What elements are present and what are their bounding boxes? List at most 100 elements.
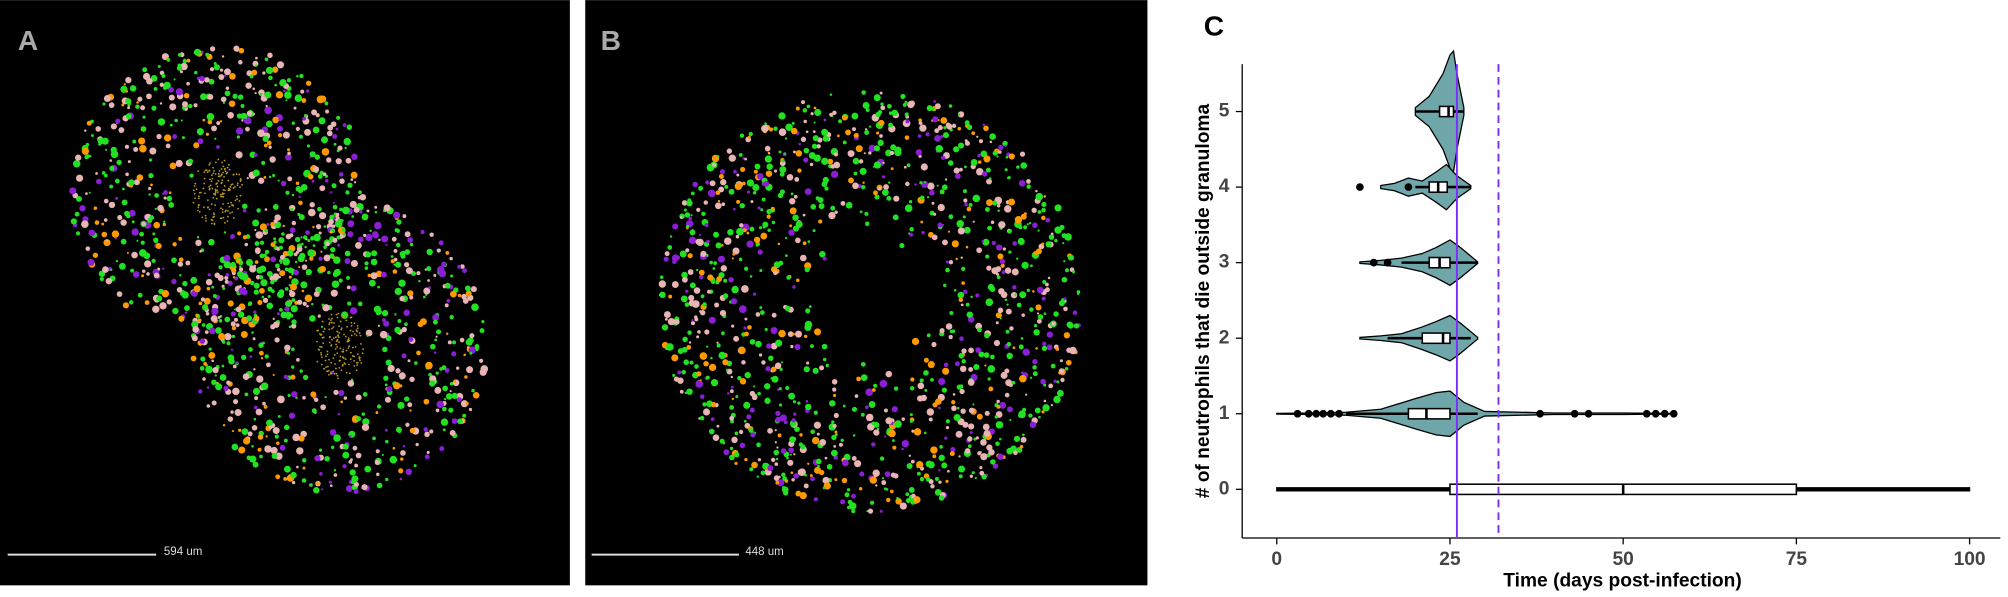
cell — [262, 401, 266, 406]
cell — [330, 321, 333, 324]
cell — [297, 255, 305, 263]
cell — [208, 352, 216, 359]
cell — [261, 295, 265, 299]
cell — [137, 96, 143, 102]
cell — [833, 152, 839, 157]
cell — [238, 200, 241, 202]
cell — [237, 207, 239, 210]
cell — [426, 248, 433, 256]
cell — [967, 378, 975, 386]
cell — [330, 289, 338, 297]
cell — [867, 508, 874, 514]
cell — [879, 456, 885, 461]
cell — [774, 441, 777, 444]
cell — [338, 278, 343, 283]
cell — [340, 327, 343, 329]
cell — [336, 115, 341, 120]
cell — [445, 250, 450, 255]
cell — [324, 355, 327, 358]
cell — [314, 455, 321, 462]
cell — [342, 123, 347, 128]
cell — [155, 242, 162, 249]
cell — [247, 431, 253, 437]
cell — [721, 202, 726, 207]
cell — [270, 222, 275, 227]
cell — [305, 80, 312, 86]
cell — [225, 86, 230, 90]
cell — [449, 382, 454, 386]
cell — [813, 121, 816, 124]
cell — [997, 209, 1000, 212]
cell — [262, 71, 266, 75]
cell — [980, 453, 988, 461]
outlier — [1293, 409, 1302, 418]
cell — [452, 340, 457, 345]
cell — [353, 482, 359, 488]
cell — [914, 183, 917, 186]
cell — [344, 363, 347, 365]
cell — [317, 174, 323, 179]
cell — [385, 439, 389, 444]
cell — [240, 273, 249, 281]
cell — [797, 168, 802, 173]
cell — [778, 128, 787, 136]
cell — [345, 190, 350, 195]
cell — [249, 280, 255, 286]
box — [1438, 105, 1455, 118]
cell — [1014, 216, 1023, 224]
cell — [189, 173, 194, 178]
cell — [102, 102, 106, 106]
cell — [1053, 395, 1061, 404]
cell — [217, 315, 221, 319]
cell — [290, 374, 296, 380]
cell — [984, 410, 990, 416]
cell — [941, 462, 948, 469]
cell — [252, 461, 259, 468]
cell — [930, 377, 934, 382]
cell — [84, 129, 87, 132]
cell — [831, 379, 838, 385]
cell — [181, 136, 185, 140]
cell — [350, 259, 358, 268]
cell — [161, 290, 170, 298]
cell — [702, 302, 707, 307]
cell — [442, 428, 446, 432]
cell — [995, 421, 1004, 429]
cell — [225, 272, 230, 277]
cell — [349, 200, 357, 209]
cell — [810, 203, 817, 210]
cell — [947, 469, 950, 473]
cell — [282, 257, 290, 266]
cell — [404, 231, 411, 238]
cell — [194, 197, 197, 200]
cell — [749, 226, 755, 232]
cell — [341, 356, 344, 358]
cell — [251, 331, 254, 334]
cell — [319, 345, 321, 348]
cell — [252, 387, 261, 395]
cell — [964, 120, 970, 126]
cell — [1043, 399, 1047, 403]
cell — [333, 142, 337, 146]
cell — [192, 326, 199, 333]
cell — [681, 271, 688, 279]
cell — [699, 379, 702, 382]
cell — [948, 334, 953, 340]
cell — [146, 77, 153, 85]
cell — [1037, 210, 1042, 214]
cell — [335, 127, 339, 131]
cell — [804, 267, 810, 273]
cell — [685, 248, 690, 253]
cell — [210, 315, 218, 323]
cell — [1004, 267, 1012, 274]
cell — [699, 352, 708, 360]
cell — [109, 159, 113, 162]
cell — [1042, 341, 1047, 346]
cell — [274, 337, 280, 343]
cell — [268, 75, 273, 81]
cell — [1054, 238, 1058, 243]
cell — [316, 287, 322, 293]
cell — [1047, 276, 1051, 280]
cell — [764, 155, 772, 163]
cell — [998, 221, 1006, 229]
